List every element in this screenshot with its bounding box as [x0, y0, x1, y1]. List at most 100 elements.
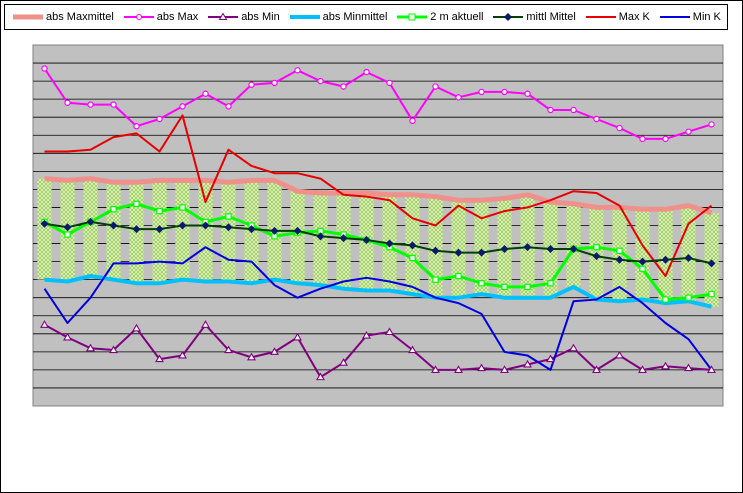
data-point-2-m-aktuell — [593, 243, 600, 251]
data-point-2-m-aktuell — [432, 276, 439, 283]
data-point-mittl-mittel — [224, 223, 233, 232]
data-point-abs-min — [247, 352, 256, 361]
data-point-mittl-mittel — [454, 248, 463, 257]
data-point-mittl-mittel — [201, 221, 210, 230]
data-point-mittl-mittel — [684, 253, 693, 262]
legend-item-abs-min: abs Min — [208, 11, 280, 23]
data-point-mittl-mittel — [500, 244, 509, 253]
data-point-abs-max — [317, 77, 324, 85]
legend: abs Maxmittel abs Max abs Min abs Minmit… — [4, 4, 728, 30]
legend-item-abs-max: abs Max — [123, 11, 199, 23]
data-point-abs-max — [110, 101, 117, 108]
data-point-2-m-aktuell — [133, 200, 140, 208]
data-point-abs-max — [64, 99, 71, 106]
band-bar — [635, 209, 650, 300]
series-line-max-k — [44, 114, 713, 277]
data-point-2-m-aktuell — [478, 280, 485, 287]
data-point-2-m-aktuell — [616, 247, 623, 254]
legend-swatch — [397, 13, 428, 21]
legend-swatch — [493, 13, 524, 21]
data-point-mittl-mittel — [477, 248, 486, 257]
data-point-2-m-aktuell — [547, 280, 554, 287]
data-point-abs-max — [386, 79, 393, 87]
data-point-2-m-aktuell — [179, 204, 186, 211]
band-bar — [37, 178, 52, 280]
data-point-abs-min — [592, 365, 601, 373]
data-point-abs-max — [547, 106, 554, 114]
data-point-abs-max — [225, 103, 232, 110]
data-point-2-m-aktuell — [662, 296, 669, 303]
data-point-mittl-mittel — [86, 217, 95, 226]
data-point-mittl-mittel — [109, 221, 118, 230]
band-bar — [474, 200, 489, 295]
data-point-abs-max — [685, 128, 692, 135]
series-line-min-k — [43, 246, 713, 371]
data-point-abs-max — [432, 83, 439, 90]
data-point-abs-min — [615, 350, 624, 359]
legend-swatch — [208, 12, 239, 20]
data-point-mittl-mittel — [431, 246, 440, 255]
data-point-abs-min — [638, 365, 647, 373]
legend-label: abs Minmittel — [322, 11, 388, 23]
legend-label: Min K — [692, 11, 721, 23]
data-point-abs-min — [270, 347, 279, 355]
data-point-abs-max — [271, 79, 278, 87]
data-point-2-m-aktuell — [110, 206, 117, 213]
data-point-mittl-mittel — [63, 223, 72, 232]
data-point-2-m-aktuell — [685, 294, 692, 301]
legend-label: abs Max — [156, 11, 199, 23]
legend-label: 2 m aktuell — [430, 11, 484, 23]
data-point-abs-min — [684, 363, 693, 372]
data-point-mittl-mittel — [615, 255, 624, 264]
legend-swatch — [13, 14, 43, 20]
data-point-abs-min — [155, 354, 164, 363]
data-point-abs-min — [408, 345, 417, 354]
data-point-2-m-aktuell — [639, 265, 646, 273]
data-point-abs-min — [339, 358, 348, 366]
band-bar — [106, 182, 121, 280]
series-line-2-m-aktuell — [43, 202, 712, 301]
legend-label: abs Min — [241, 11, 280, 23]
band-bar — [175, 180, 190, 280]
data-point-abs-max — [409, 117, 416, 125]
data-point-abs-max — [87, 101, 94, 108]
data-point-mittl-mittel — [638, 257, 647, 266]
legend-item-min-k: Min K — [659, 11, 721, 23]
data-point-abs-min — [63, 332, 72, 341]
data-point-abs-min — [454, 365, 463, 373]
data-point-abs-min — [477, 363, 486, 372]
band-bar — [221, 182, 236, 282]
data-point-mittl-mittel — [408, 241, 417, 250]
data-point-abs-max — [593, 115, 600, 123]
legend-swatch — [123, 14, 154, 20]
data-point-abs-min — [201, 320, 210, 328]
legend-label: mittl Mittel — [526, 11, 576, 23]
data-point-mittl-mittel — [546, 244, 555, 253]
data-point-abs-max — [248, 81, 255, 88]
data-point-abs-max — [179, 103, 186, 110]
data-point-mittl-mittel — [270, 226, 279, 235]
legend-item-abs-maxmittel: abs Maxmittel — [13, 11, 114, 23]
data-point-abs-min — [431, 365, 440, 373]
data-point-abs-min — [661, 361, 670, 370]
data-point-2-m-aktuell — [409, 254, 416, 262]
legend-swatch — [659, 16, 690, 18]
data-point-abs-min — [707, 365, 716, 373]
data-point-mittl-mittel — [569, 244, 578, 253]
data-point-mittl-mittel — [40, 219, 49, 228]
data-point-abs-max — [639, 135, 646, 143]
data-point-2-m-aktuell — [225, 213, 232, 220]
data-point-2-m-aktuell — [156, 207, 163, 215]
data-point-abs-max — [156, 115, 163, 123]
data-point-abs-max — [455, 94, 462, 101]
data-point-2-m-aktuell — [455, 272, 462, 280]
data-point-abs-min — [569, 343, 578, 352]
data-point-2-m-aktuell — [64, 231, 71, 238]
data-point-abs-max — [478, 88, 485, 96]
data-point-mittl-mittel — [661, 255, 670, 264]
data-point-mittl-mittel — [293, 226, 302, 235]
legend-item-mittl-mittel: mittl Mittel — [493, 11, 576, 23]
data-point-abs-max — [501, 88, 508, 96]
legend-label: abs Maxmittel — [46, 11, 114, 23]
